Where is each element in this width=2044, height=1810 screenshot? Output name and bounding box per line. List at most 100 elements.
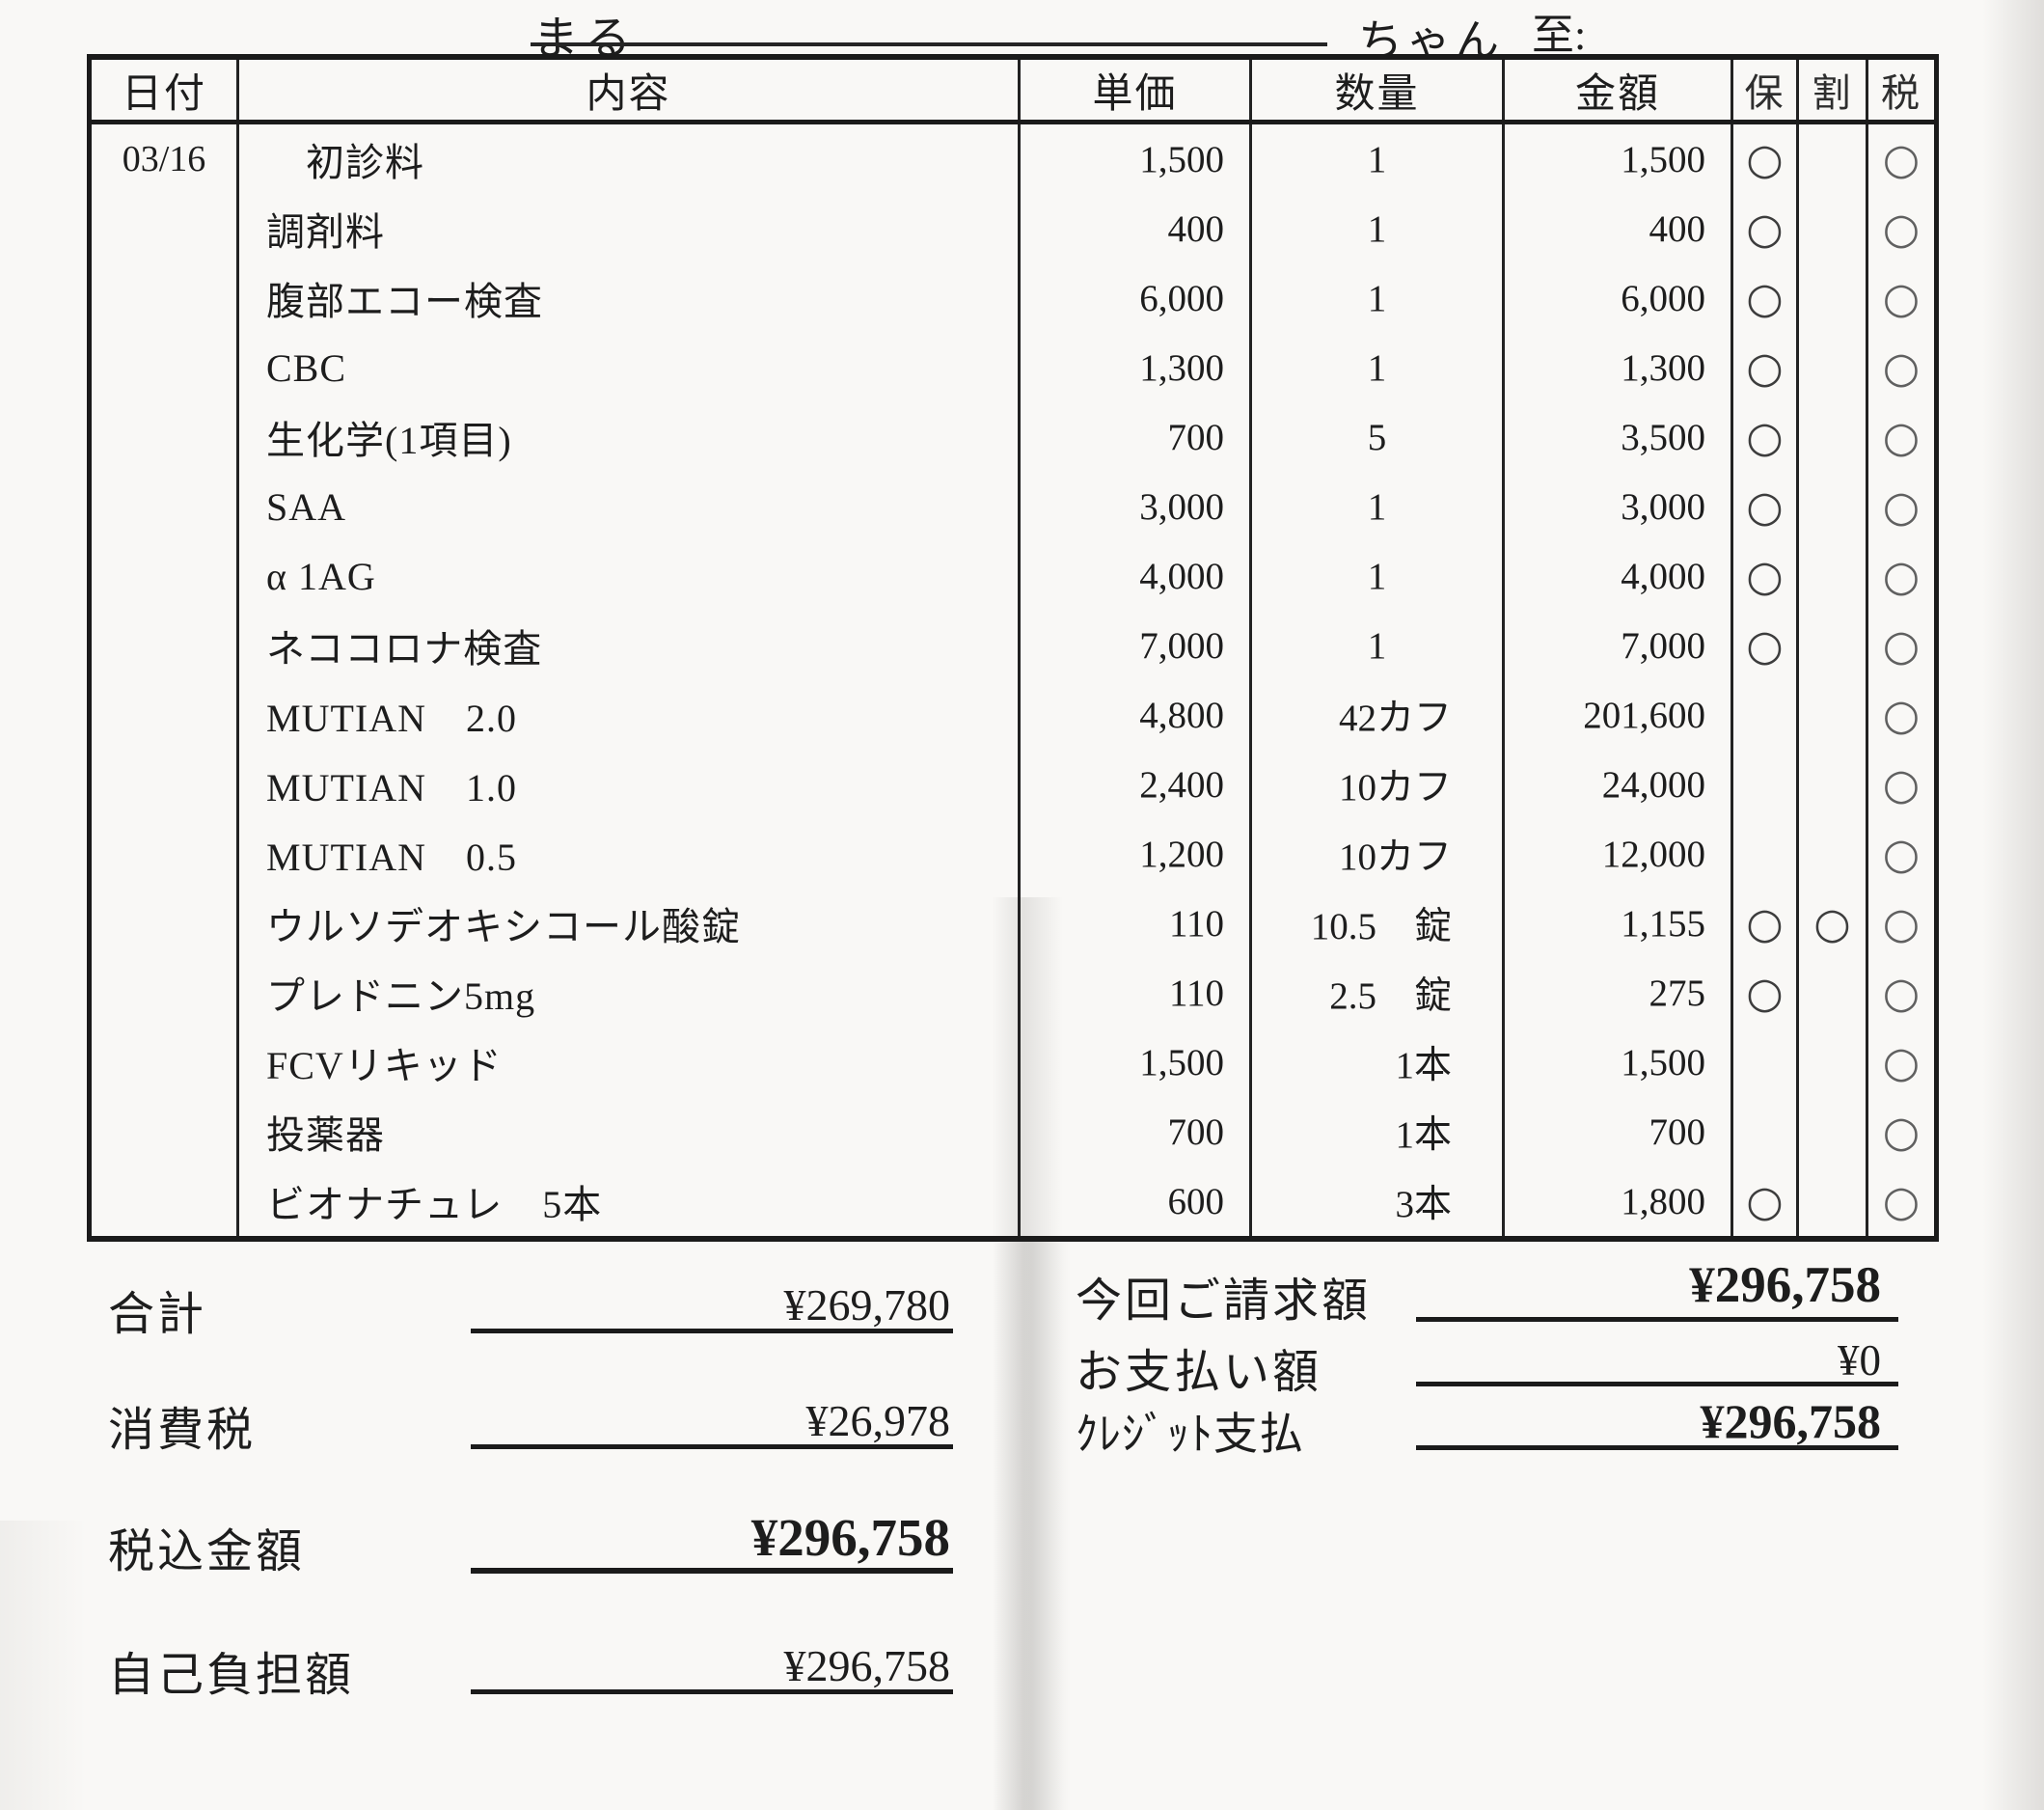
row-amount: 1,500 — [1505, 1028, 1733, 1097]
credit-payment-underline — [1416, 1445, 1898, 1450]
row-quantity: 1 — [1252, 333, 1505, 402]
tax-circle: ○ — [1882, 898, 1921, 948]
row-date — [92, 402, 239, 472]
insurance-circle: ○ — [1733, 889, 1799, 958]
insurance-circle: ○ — [1733, 194, 1799, 263]
discount-circle — [1799, 263, 1868, 333]
header-tax: 税 — [1881, 71, 1921, 115]
insurance-circle: ○ — [1733, 263, 1799, 333]
pet-name-underline — [531, 42, 1327, 46]
row-quantity: 1 — [1252, 611, 1505, 680]
discount-circle: ○ — [1799, 889, 1868, 958]
tax-circle: ○ — [1882, 343, 1921, 393]
discount-circle — [1799, 1028, 1868, 1097]
row-unit-price: 1,200 — [1021, 819, 1252, 889]
row-unit-price: 1,500 — [1021, 124, 1252, 194]
credit-payment-value: ¥296,758 — [1700, 1394, 1882, 1448]
header-insurance: 保 — [1733, 60, 1799, 120]
billed-amount-value: ¥296,758 — [1689, 1257, 1881, 1313]
insurance-circle: ○ — [1733, 472, 1799, 541]
scan-artifact-edge — [1982, 0, 2044, 1810]
row-unit-price: 3,000 — [1021, 472, 1252, 541]
row-date — [92, 194, 239, 263]
table-row: ネココロナ検査 7,000 1 7,000 ○ ○ — [92, 611, 1934, 680]
header-discount: 割 — [1799, 60, 1868, 120]
discount-circle — [1799, 1097, 1868, 1166]
insurance-circle — [1733, 680, 1799, 750]
insurance-circle — [1733, 750, 1799, 819]
table-row: CBC 1,300 1 1,300 ○ ○ — [92, 333, 1934, 402]
row-description: ウルソデオキシコール酸錠 — [239, 889, 1021, 958]
table-row: 腹部エコー検査 6,000 1 6,000 ○ ○ — [92, 263, 1934, 333]
row-amount: 4,000 — [1505, 541, 1733, 611]
row-unit-price: 700 — [1021, 1097, 1252, 1166]
row-date — [92, 1097, 239, 1166]
row-description: MUTIAN 2.0 — [239, 680, 1021, 750]
row-description: FCVリキッド — [239, 1028, 1021, 1097]
row-unit-price: 4,800 — [1021, 680, 1252, 750]
row-quantity: 1 — [1252, 472, 1505, 541]
row-description: ネココロナ検査 — [239, 611, 1021, 680]
row-amount: 1,500 — [1505, 124, 1733, 194]
table-row: MUTIAN 0.5 1,200 10カフ 12,000 ○ — [92, 819, 1934, 889]
total-label: 合計 — [108, 1289, 207, 1340]
row-unit-price: 4,000 — [1021, 541, 1252, 611]
insurance-circle — [1733, 1028, 1799, 1097]
credit-payment-label: ｸﾚｼﾞｯﾄ支払 — [1076, 1410, 1304, 1459]
table-row: 投薬器 700 1本 700 ○ — [92, 1097, 1934, 1166]
row-amount: 201,600 — [1505, 680, 1733, 750]
row-quantity: 3本 — [1252, 1166, 1505, 1236]
row-date — [92, 680, 239, 750]
total-incl-tax-value: ¥296,758 — [750, 1508, 950, 1567]
discount-circle — [1799, 611, 1868, 680]
insurance-circle: ○ — [1733, 541, 1799, 611]
row-description: α 1AG — [239, 541, 1021, 611]
insurance-circle: ○ — [1733, 124, 1799, 194]
header-date: 日付 — [92, 60, 239, 120]
insurance-circle: ○ — [1733, 333, 1799, 402]
row-unit-price: 110 — [1021, 889, 1252, 958]
row-unit-price: 400 — [1021, 194, 1252, 263]
row-date — [92, 333, 239, 402]
row-date — [92, 472, 239, 541]
discount-circle — [1799, 541, 1868, 611]
row-quantity: 5 — [1252, 402, 1505, 472]
row-unit-price: 1,500 — [1021, 1028, 1252, 1097]
row-unit-price: 6,000 — [1021, 263, 1252, 333]
row-amount: 3,500 — [1505, 402, 1733, 472]
row-amount: 275 — [1505, 958, 1733, 1028]
row-date — [92, 611, 239, 680]
tax-circle: ○ — [1882, 620, 1921, 671]
insurance-circle — [1733, 1097, 1799, 1166]
insurance-circle — [1733, 819, 1799, 889]
row-amount: 6,000 — [1505, 263, 1733, 333]
tax-circle: ○ — [1882, 1107, 1921, 1157]
row-quantity: 2.5 錠 — [1252, 958, 1505, 1028]
items-table: 日付 内容 単価 数量 金額 保 割 税 03/16 初診料 1,500 1 1… — [87, 54, 1939, 1242]
tax-circle: ○ — [1882, 690, 1921, 740]
row-description: MUTIAN 1.0 — [239, 750, 1021, 819]
header-unit-price: 単価 — [1021, 60, 1252, 120]
insurance-circle: ○ — [1733, 1166, 1799, 1236]
self-pay-label: 自己負担額 — [108, 1650, 355, 1701]
tax-circle: ○ — [1882, 759, 1921, 809]
row-description: 投薬器 — [239, 1097, 1021, 1166]
discount-circle — [1799, 680, 1868, 750]
discount-circle — [1799, 194, 1868, 263]
table-row: MUTIAN 1.0 2,400 10カフ 24,000 ○ — [92, 750, 1934, 819]
row-amount: 400 — [1505, 194, 1733, 263]
tax-circle: ○ — [1882, 829, 1921, 879]
billed-amount-label: 今回ご請求額 — [1076, 1275, 1372, 1327]
table-row: 調剤料 400 1 400 ○ ○ — [92, 194, 1934, 263]
row-date — [92, 958, 239, 1028]
row-unit-price: 700 — [1021, 402, 1252, 472]
table-row: ビオナチュレ 5本 600 3本 1,800 ○ ○ — [92, 1166, 1934, 1236]
insurance-circle: ○ — [1733, 611, 1799, 680]
tax-circle: ○ — [1882, 134, 1921, 184]
tax-circle: ○ — [1882, 1037, 1921, 1087]
row-description: SAA — [239, 472, 1021, 541]
header-quantity: 数量 — [1252, 60, 1505, 120]
total-incl-tax-underline — [471, 1568, 953, 1574]
row-date — [92, 263, 239, 333]
